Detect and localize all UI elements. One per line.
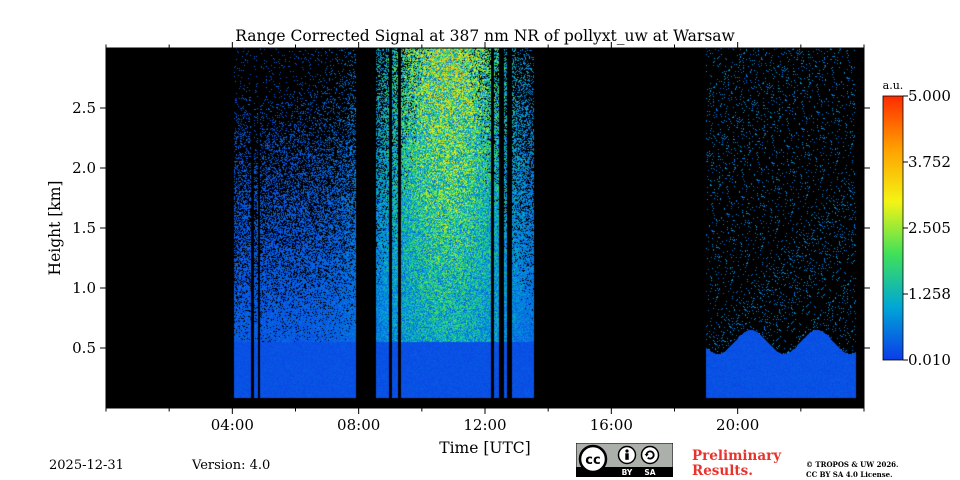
heatmap-image [106, 48, 864, 408]
y-tick-label: 0.5 [72, 339, 96, 357]
y-tick-label: 2.0 [72, 159, 96, 177]
x-tick-label: 16:00 [590, 416, 633, 434]
colorbar-tick-label: 3.752 [908, 153, 951, 171]
share-alike-icon [640, 445, 660, 465]
x-axis-label: Time [UTC] [439, 439, 530, 457]
cc-by-sa-badge: cc BY SA [576, 443, 673, 477]
date-label: 2025-12-31 [49, 458, 124, 473]
preliminary-results-note: Preliminary Results. [692, 448, 782, 479]
colorbar-tick-label: 5.000 [908, 87, 951, 105]
x-tick-label: 04:00 [211, 416, 254, 434]
y-tick-label: 1.0 [72, 279, 96, 297]
y-axis: 0.5 1.0 1.5 2.0 2.5 [72, 99, 870, 357]
x-tick-label: 12:00 [463, 416, 506, 434]
y-axis-label: Height [km] [46, 181, 64, 276]
svg-text:BY: BY [622, 468, 633, 477]
license-note: © TROPOS & UW 2026. CC BY SA 4.0 License… [806, 460, 899, 479]
svg-text:SA: SA [644, 468, 655, 477]
colorbar-ticks: 0.010 1.258 2.505 3.752 5.000 [903, 87, 951, 369]
chart-title: Range Corrected Signal at 387 nm NR of p… [235, 27, 735, 45]
colorbar-tick-label: 2.505 [908, 219, 951, 237]
colorbar-tick-label: 1.258 [908, 285, 951, 303]
x-tick-label: 20:00 [716, 416, 759, 434]
heatmap-layer [106, 48, 864, 408]
y-tick-label: 2.5 [72, 99, 96, 117]
svg-text:cc: cc [585, 453, 600, 468]
version-label: Version: 4.0 [192, 458, 271, 473]
colorbar [882, 95, 904, 361]
x-tick-label: 08:00 [337, 416, 380, 434]
colorbar-tick-label: 0.010 [908, 351, 951, 369]
x-axis: 04:00 08:00 12:00 16:00 20:00 [105, 42, 865, 434]
colorbar-unit: a.u. [883, 79, 904, 92]
y-tick-label: 1.5 [72, 219, 96, 237]
cc-icon [578, 444, 608, 474]
